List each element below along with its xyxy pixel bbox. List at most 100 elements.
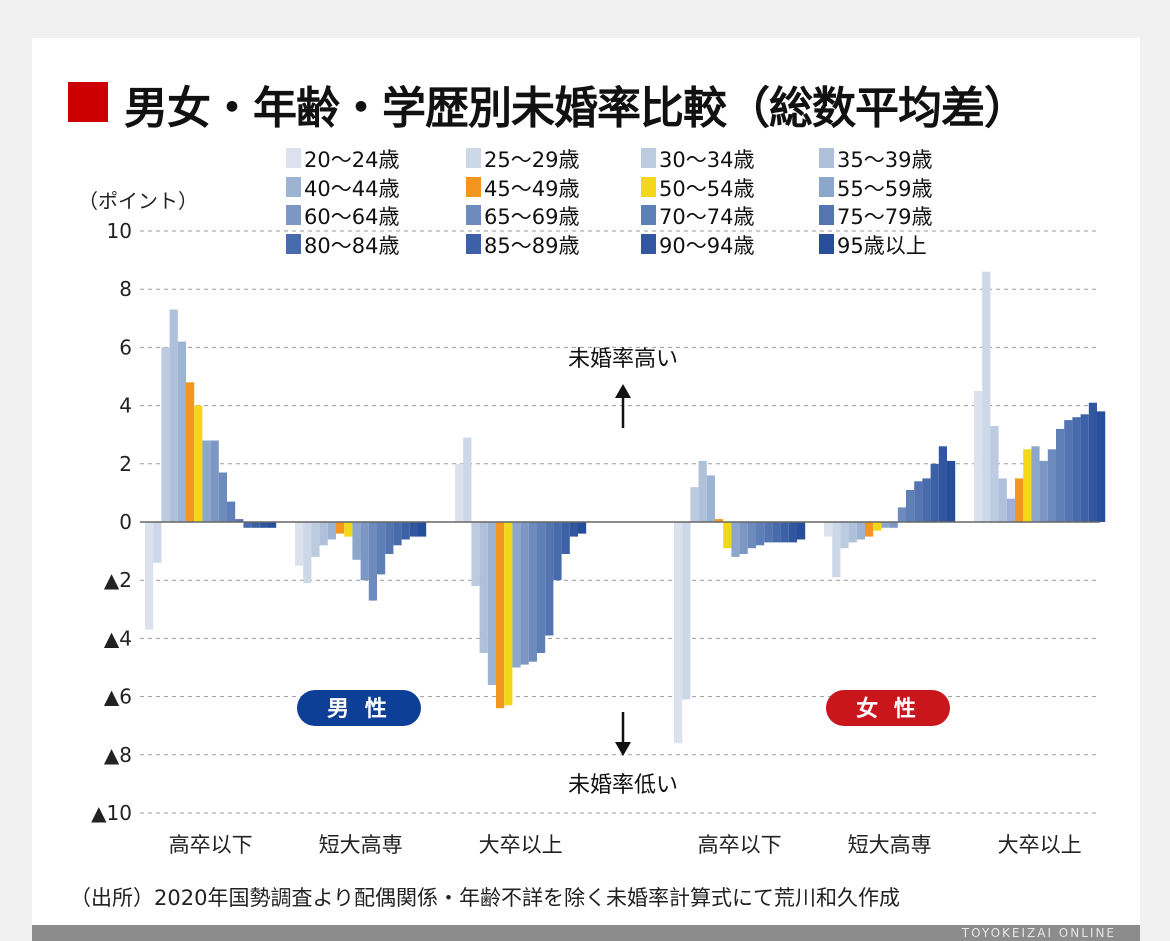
bar (161, 347, 170, 522)
bar (537, 522, 546, 653)
bar (352, 522, 361, 560)
legend-item: 35〜39歳 (819, 148, 932, 172)
bar (520, 522, 529, 665)
category-label: 高卒以下 (698, 833, 782, 857)
legend-label: 20〜24歳 (304, 148, 399, 172)
legend-swatch (286, 177, 301, 197)
bar (319, 522, 328, 546)
bar (487, 522, 496, 685)
legend-label: 70〜74歳 (659, 205, 754, 229)
legend-item: 45〜49歳 (466, 177, 579, 201)
bar (336, 522, 345, 534)
legend-swatch (819, 177, 834, 197)
chart-title: 男女・年齢・学歴別未婚率比較（総数平均差） (124, 83, 1028, 134)
legend-item: 95歳以上 (819, 234, 927, 258)
y-tick-label: ▲10 (91, 801, 132, 825)
legend-label: 50〜54歳 (659, 177, 754, 201)
female-badge-label: 女 性 (856, 696, 920, 722)
legend-swatch (286, 234, 301, 254)
legend-item: 70〜74歳 (641, 205, 754, 229)
bar (930, 463, 939, 522)
bar (1023, 449, 1032, 523)
bar (797, 522, 806, 540)
female-badge: 女 性 (826, 690, 950, 726)
bar (194, 405, 203, 522)
legend-label: 30〜34歳 (659, 148, 754, 172)
bar (545, 522, 554, 636)
bar (982, 271, 991, 522)
bar (1080, 414, 1089, 522)
bar (311, 522, 320, 557)
category-label: 短大高専 (319, 833, 403, 857)
bar (1064, 420, 1073, 522)
legend-swatch (819, 205, 834, 225)
bar (706, 475, 715, 522)
category-label: 短大高専 (848, 833, 932, 857)
legend-swatch (466, 177, 481, 197)
bar (723, 522, 732, 549)
legend-label: 85〜89歳 (484, 234, 579, 258)
bar (1031, 446, 1040, 522)
legend-label: 40〜44歳 (304, 177, 399, 201)
bar (360, 522, 369, 581)
bar (873, 522, 882, 531)
legend-swatch (286, 148, 301, 168)
legend-swatch (466, 205, 481, 225)
bar (1097, 411, 1106, 522)
bar (235, 519, 244, 522)
legend-label: 25〜29歳 (484, 148, 579, 172)
legend-item: 40〜44歳 (286, 177, 399, 201)
legend-label: 55〜59歳 (837, 177, 932, 201)
bar (897, 507, 906, 522)
legend-item: 50〜54歳 (641, 177, 754, 201)
y-tick-label: 0 (119, 510, 132, 534)
bar (251, 522, 260, 528)
legend-item: 90〜94歳 (641, 234, 754, 258)
bar (1015, 478, 1024, 523)
bar (578, 522, 587, 534)
bar (202, 440, 211, 522)
bar (409, 522, 418, 537)
bar (186, 382, 195, 522)
bar (385, 522, 394, 554)
bar (268, 522, 277, 528)
bar (974, 391, 983, 522)
y-tick-label: ▲2 (104, 568, 132, 592)
bar (418, 522, 427, 537)
bar (780, 522, 789, 543)
bar (832, 522, 841, 578)
category-label: 大卒以上 (998, 833, 1082, 857)
legend-label: 75〜79歳 (837, 205, 932, 229)
arrow-up-icon (615, 384, 631, 428)
legend-item: 75〜79歳 (819, 205, 932, 229)
legend-label: 95歳以上 (837, 234, 927, 258)
bar (840, 522, 849, 549)
bar (561, 522, 570, 554)
legend: 20〜24歳 25〜29歳 30〜34歳 35〜39歳 40〜44歳 45〜49歳 50〜5… (286, 148, 932, 258)
bar (747, 522, 756, 549)
bar (377, 522, 386, 575)
male-badge: 男 性 (297, 690, 421, 726)
bar (368, 522, 377, 601)
bar (690, 487, 699, 522)
y-tick-label: 8 (119, 277, 132, 301)
footer-bar: TOYOKEIZAI ONLINE (32, 925, 1140, 941)
bar (1006, 498, 1015, 522)
bar (303, 522, 312, 584)
bar (344, 522, 353, 537)
bar (764, 522, 773, 543)
bar (327, 522, 336, 540)
bar (788, 522, 797, 543)
legend-swatch (466, 148, 481, 168)
legend-label: 80〜84歳 (304, 234, 399, 258)
legend-swatch (819, 234, 834, 254)
y-tick-label: ▲8 (104, 743, 132, 767)
legend-label: 90〜94歳 (659, 234, 754, 258)
bar (865, 522, 874, 537)
title-marker (68, 82, 108, 122)
bar (1088, 402, 1097, 522)
source-note: （出所）2020年国勢調査より配偶関係・年齢不詳を除く未婚率計算式にて荒川和久作… (70, 886, 901, 910)
legend-label: 60〜64歳 (304, 205, 399, 229)
bar (731, 522, 740, 557)
